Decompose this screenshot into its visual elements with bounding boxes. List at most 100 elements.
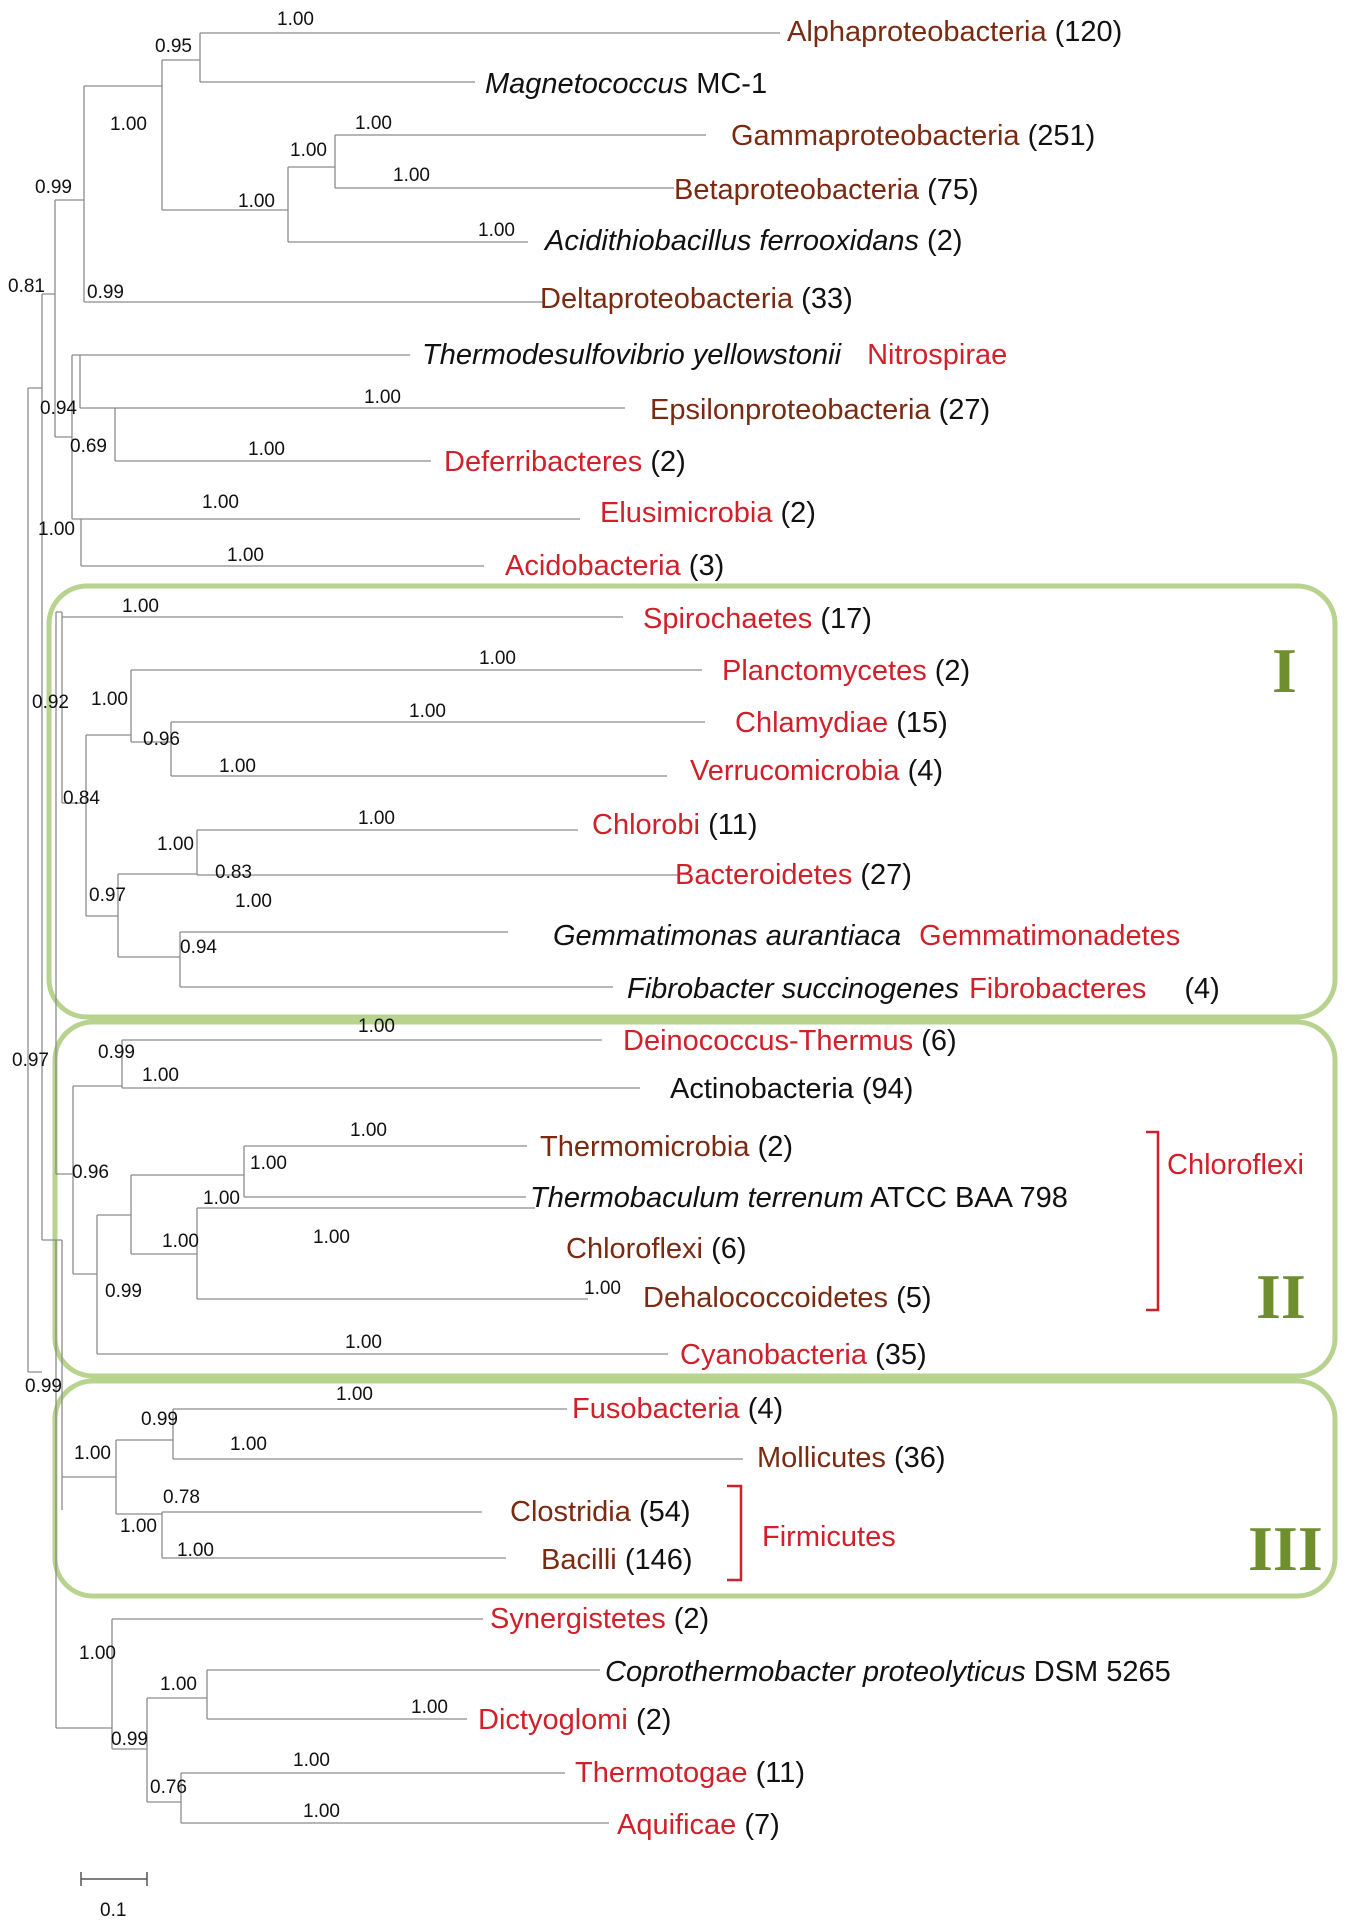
taxon-label: Acidithiobacillus ferrooxidans (2) [543, 225, 963, 257]
support-value: 0.99 [35, 177, 72, 198]
support-value: 1.00 [277, 9, 314, 30]
support-value: 1.00 [38, 519, 75, 540]
support-value: 1.00 [409, 701, 446, 722]
support-value: 0.99 [98, 1042, 135, 1063]
support-value: 1.00 [91, 689, 128, 710]
cluster-box-i [46, 583, 1338, 1020]
taxon-label: Thermobaculum terrenum ATCC BAA 798 [530, 1182, 1068, 1214]
chloroflexi-bracket [1146, 1130, 1160, 1312]
support-value: 1.00 [358, 1016, 395, 1037]
support-value: 0.96 [72, 1162, 109, 1183]
tip-labels: Alphaproteobacteria (120) Magnetococcus … [422, 16, 1220, 1841]
taxon-label: Deferribacteres (2) [444, 446, 686, 478]
taxon-label: Planctomycetes (2) [722, 655, 970, 687]
support-value: 1.00 [313, 1227, 350, 1248]
support-value: 1.00 [142, 1065, 179, 1086]
cluster-label-iii: III [1248, 1513, 1323, 1584]
taxon-label: Actinobacteria (94) [670, 1073, 913, 1105]
taxon-label: Verrucomicrobia (4) [690, 755, 943, 787]
support-value: 1.00 [350, 1120, 387, 1141]
taxon-label: Alphaproteobacteria (120) [787, 16, 1122, 48]
cluster-box-ii [52, 1019, 1338, 1379]
taxon-label: Thermodesulfovibrio yellowstonii Nitrospi… [422, 339, 1007, 371]
taxon-label: Deltaproteobacteria (33) [540, 283, 853, 315]
support-value: 0.99 [105, 1281, 142, 1302]
support-value: 1.00 [160, 1674, 197, 1695]
taxon-label: Bacilli (146) [541, 1544, 693, 1576]
taxon-label: Cyanobacteria (35) [680, 1339, 927, 1371]
support-value: 1.00 [336, 1384, 373, 1405]
support-value: 1.00 [250, 1153, 287, 1174]
taxon-label: Deinococcus-Thermus (6) [623, 1025, 957, 1057]
support-value: 0.99 [141, 1409, 178, 1430]
taxon-label: Coprothermobacter proteolyticus DSM 5265 [605, 1656, 1171, 1688]
support-value: 0.94 [40, 398, 77, 419]
taxon-label: Epsilonproteobacteria (27) [650, 394, 990, 426]
taxon-label: Gammaproteobacteria (251) [731, 120, 1095, 152]
support-value: 1.00 [479, 648, 516, 669]
support-value: 1.00 [177, 1540, 214, 1561]
taxon-label: Chloroflexi (6) [566, 1233, 747, 1265]
support-value: 0.96 [143, 729, 180, 750]
support-value: 1.00 [162, 1231, 199, 1252]
support-value: 1.00 [227, 545, 264, 566]
taxon-label: Synergistetes (2) [490, 1603, 709, 1635]
cluster-label-ii: II [1256, 1261, 1306, 1332]
taxon-label: Magnetococcus MC-1 [485, 68, 767, 100]
tree-branches [27, 32, 780, 1824]
support-value: 0.69 [70, 436, 107, 457]
support-value: 1.00 [303, 1801, 340, 1822]
support-value: 1.00 [293, 1750, 330, 1771]
support-value: 1.00 [478, 220, 515, 241]
support-value: 1.00 [157, 834, 194, 855]
support-value: 0.81 [8, 276, 45, 297]
taxon-label: Fusobacteria (4) [572, 1393, 783, 1425]
support-value: 0.95 [155, 36, 192, 57]
taxon-label: Elusimicrobia (2) [600, 497, 816, 529]
support-value: 1.00 [219, 756, 256, 777]
support-value: 0.99 [87, 282, 124, 303]
support-value: 0.99 [111, 1729, 148, 1750]
support-value: 0.84 [63, 788, 100, 809]
taxon-label: Bacteroidetes (27) [675, 859, 912, 891]
support-value: 1.00 [364, 387, 401, 408]
taxon-label: Mollicutes (36) [757, 1442, 946, 1474]
support-value: 1.00 [122, 596, 159, 617]
support-value: 1.00 [248, 439, 285, 460]
taxon-label: Acidobacteria (3) [505, 550, 724, 582]
support-value: 0.92 [32, 692, 69, 713]
support-value: 1.00 [584, 1278, 621, 1299]
support-value: 1.00 [202, 492, 239, 513]
support-value: 1.00 [120, 1516, 157, 1537]
support-values: 1.00 0.95 1.00 1.00 1.00 1.00 1.00 1.00 … [8, 9, 621, 1822]
support-value: 1.00 [393, 165, 430, 186]
taxon-label: Dictyoglomi (2) [478, 1704, 671, 1736]
firmicutes-bracket [727, 1484, 743, 1582]
cluster-label-i: I [1272, 635, 1297, 706]
support-value: 0.99 [25, 1376, 62, 1397]
taxon-label: Betaproteobacteria (75) [674, 174, 979, 206]
taxon-label: Clostridia (54) [510, 1496, 691, 1528]
support-value: 1.00 [238, 191, 275, 212]
scale-bar-label: 0.1 [100, 1900, 126, 1921]
taxon-label: Fibrobacter succinogenes Fibrobacteres (4) [627, 973, 1220, 1005]
scale-bar: 0.1 [80, 1872, 148, 1921]
support-value: 0.94 [180, 937, 217, 958]
taxon-label: Spirochaetes (17) [643, 603, 872, 635]
taxon-label: Chlorobi (11) [592, 809, 757, 841]
taxon-label: Thermotogae (11) [575, 1757, 805, 1789]
firmicutes-group-label: Firmicutes [762, 1521, 896, 1553]
taxon-label: Chlamydiae (15) [735, 707, 948, 739]
taxon-label: Dehalococcoidetes (5) [643, 1282, 932, 1314]
taxon-label: Gemmatimonas aurantiaca Gemmatimonadetes [553, 920, 1180, 952]
chloroflexi-group-label: Chloroflexi [1167, 1149, 1304, 1181]
support-value: 1.00 [230, 1434, 267, 1455]
support-value: 1.00 [74, 1443, 111, 1464]
support-value: 1.00 [79, 1643, 116, 1664]
support-value: 0.97 [89, 885, 126, 906]
support-value: 1.00 [290, 140, 327, 161]
support-value: 0.76 [150, 1777, 187, 1798]
support-value: 1.00 [355, 113, 392, 134]
support-value: 0.78 [163, 1487, 200, 1508]
